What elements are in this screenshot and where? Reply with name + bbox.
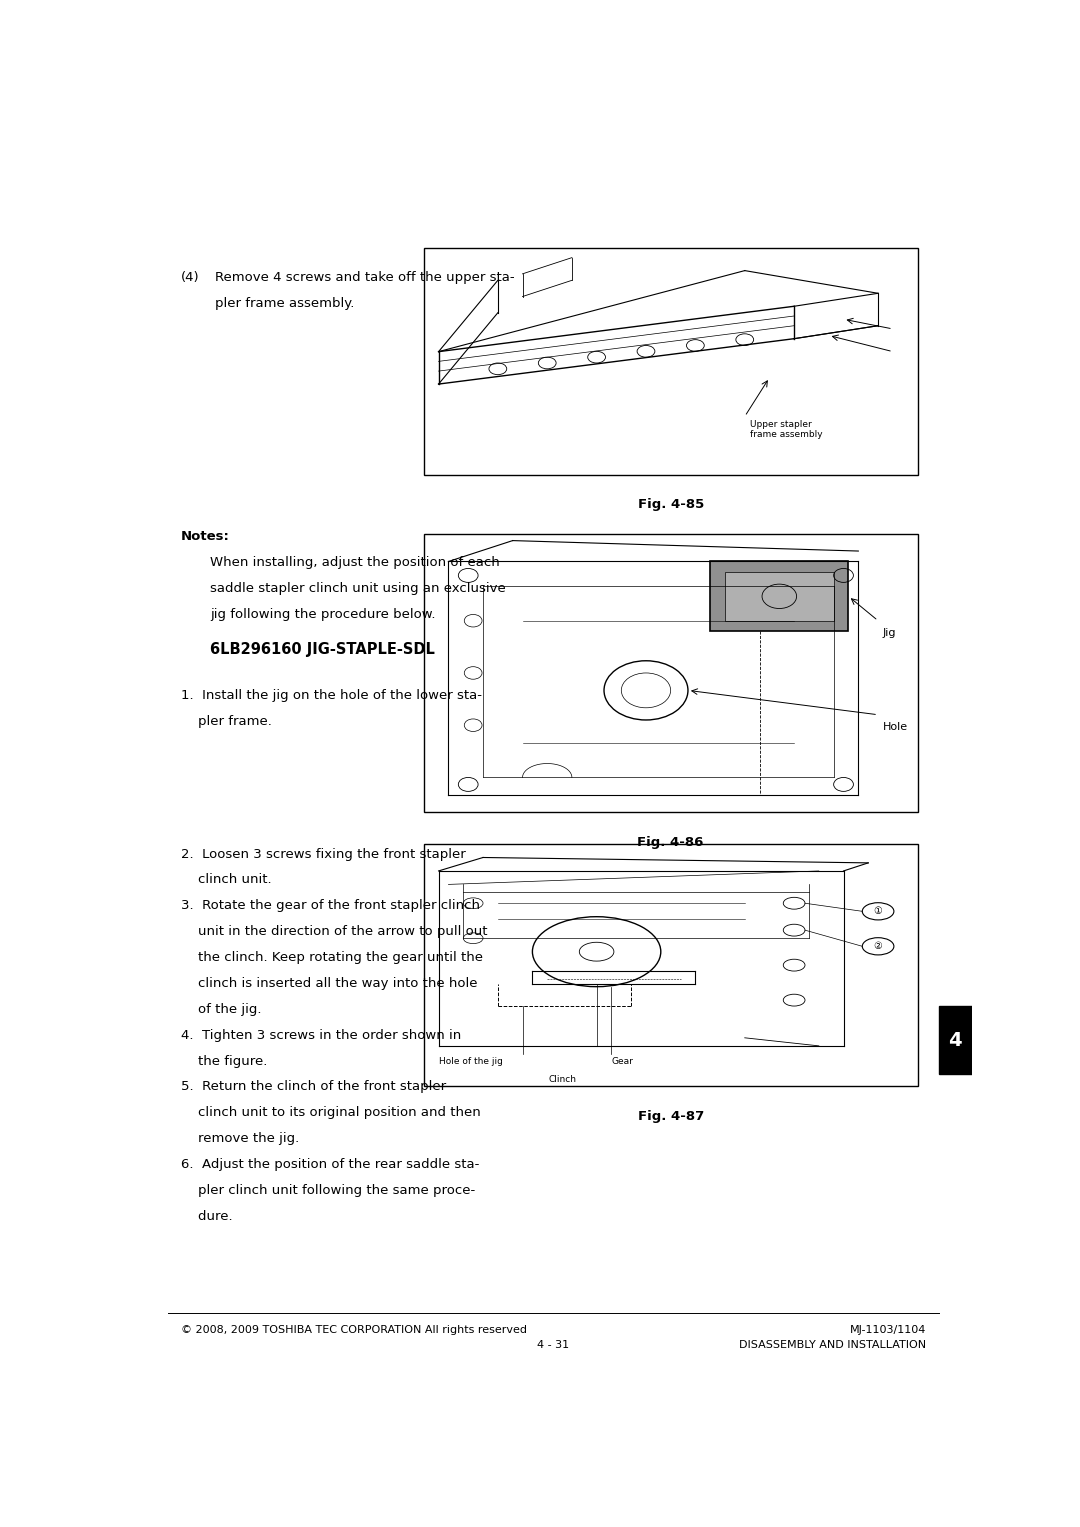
Text: clinch is inserted all the way into the hole: clinch is inserted all the way into the … [181,977,477,989]
Text: 4 - 31: 4 - 31 [538,1341,569,1350]
Text: When installing, adjust the position of each: When installing, adjust the position of … [211,556,500,570]
Text: 5.  Return the clinch of the front stapler: 5. Return the clinch of the front staple… [181,1081,446,1093]
Text: © 2008, 2009 TOSHIBA TEC CORPORATION All rights reserved: © 2008, 2009 TOSHIBA TEC CORPORATION All… [181,1325,527,1335]
Bar [423,844,918,1086]
Text: 3.  Rotate the gear of the front stapler clinch: 3. Rotate the gear of the front stapler … [181,899,480,912]
Text: clinch unit.: clinch unit. [181,873,272,887]
Text: of the jig.: of the jig. [181,1003,261,1015]
Text: saddle stapler clinch unit using an exclusive: saddle stapler clinch unit using an excl… [211,582,507,596]
Text: 4: 4 [948,1031,962,1051]
Text: 6LB296160 JIG-STAPLE-SDL: 6LB296160 JIG-STAPLE-SDL [211,641,435,657]
Text: Fig. 4-87: Fig. 4-87 [637,1110,704,1122]
Text: DISASSEMBLY AND INSTALLATION: DISASSEMBLY AND INSTALLATION [739,1341,926,1350]
Text: Fig. 4-85: Fig. 4-85 [637,498,704,512]
Text: dure.: dure. [181,1209,232,1223]
Text: 6.  Adjust the position of the rear saddle sta-: 6. Adjust the position of the rear saddl… [181,1157,480,1171]
Text: 4.  Tighten 3 screws in the order shown in: 4. Tighten 3 screws in the order shown i… [181,1029,461,1041]
Text: the figure.: the figure. [181,1055,268,1067]
Text: 2.  Loosen 3 screws fixing the front stapler: 2. Loosen 3 screws fixing the front stap… [181,847,465,861]
Text: remove the jig.: remove the jig. [181,1132,299,1145]
Text: pler frame.: pler frame. [181,715,272,728]
Text: the clinch. Keep rotating the gear until the: the clinch. Keep rotating the gear until… [181,951,483,964]
Text: (4): (4) [181,272,200,284]
Text: 1.  Install the jig on the hole of the lower sta-: 1. Install the jig on the hole of the lo… [181,689,482,702]
Text: clinch unit to its original position and then: clinch unit to its original position and… [181,1106,481,1119]
Text: Fig. 4-86: Fig. 4-86 [637,835,704,849]
Text: jig following the procedure below.: jig following the procedure below. [211,608,436,620]
Text: unit in the direction of the arrow to pull out: unit in the direction of the arrow to pu… [181,925,487,938]
Bar [423,533,918,812]
Bar [939,1006,972,1075]
Text: pler frame assembly.: pler frame assembly. [215,298,354,310]
Text: MJ-1103/1104: MJ-1103/1104 [850,1325,926,1335]
Text: Notes:: Notes: [181,530,230,544]
Text: pler clinch unit following the same proce-: pler clinch unit following the same proc… [181,1183,475,1197]
Bar [423,247,918,475]
Text: Remove 4 screws and take off the upper sta-: Remove 4 screws and take off the upper s… [215,272,514,284]
